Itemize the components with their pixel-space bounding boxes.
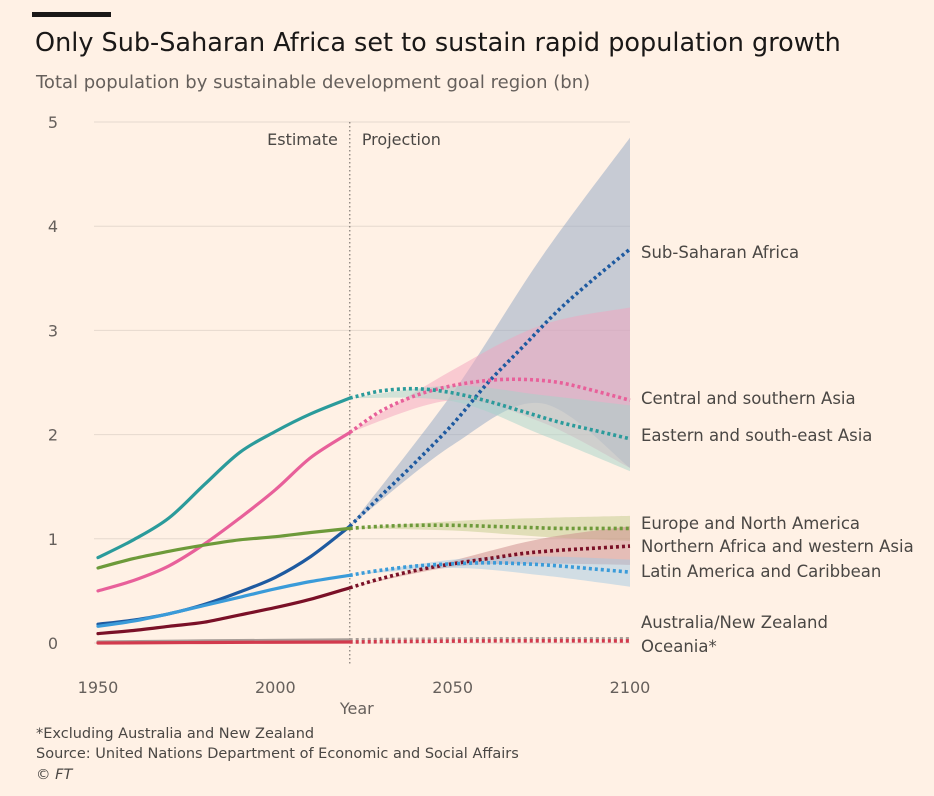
series-line-projection xyxy=(348,247,632,528)
footnote: *Excluding Australia and New Zealand xyxy=(36,726,315,742)
series-line-estimate xyxy=(96,640,352,645)
uncertainty-band xyxy=(349,515,630,541)
series-label: Eastern and south-east Asia xyxy=(641,426,872,445)
copyright: © FT xyxy=(36,767,73,783)
x-tick-label: 2000 xyxy=(255,678,296,697)
y-tick-label: 4 xyxy=(48,217,58,236)
series-line-estimate xyxy=(96,396,352,560)
series-line-projection xyxy=(349,560,631,578)
projection-label: Projection xyxy=(362,130,441,149)
ft-top-bar xyxy=(32,12,111,17)
uncertainty-band xyxy=(349,385,630,472)
series-label: Australia/New Zealand xyxy=(641,613,828,632)
x-tick-label: 2050 xyxy=(432,678,473,697)
series-line-projection xyxy=(349,386,631,441)
series-label: Oceania* xyxy=(641,637,717,656)
y-tick-label: 1 xyxy=(48,530,58,549)
y-tick-label: 2 xyxy=(48,426,58,445)
series-label: Sub-Saharan Africa xyxy=(641,243,799,262)
source-note: Source: United Nations Department of Eco… xyxy=(36,746,519,762)
y-tick-label: 0 xyxy=(48,634,58,653)
uncertainty-band xyxy=(349,137,630,527)
series-line-estimate xyxy=(96,573,352,628)
chart-subtitle: Total population by sustainable developm… xyxy=(36,72,591,93)
uncertainty-band xyxy=(349,556,630,587)
series-line-estimate xyxy=(96,586,352,636)
series-label: Central and southern Asia xyxy=(641,389,856,408)
series-label: Latin America and Caribbean xyxy=(641,562,881,581)
x-tick-label: 2100 xyxy=(610,678,651,697)
x-axis-label: Year xyxy=(339,699,374,718)
series-label: Europe and North America xyxy=(641,514,860,533)
x-tick-label: 1950 xyxy=(78,678,119,697)
series-line-projection xyxy=(348,377,631,434)
series-line-projection xyxy=(349,523,630,531)
y-tick-label: 3 xyxy=(48,321,58,340)
series-line-projection xyxy=(349,544,631,590)
series-line-projection xyxy=(349,639,631,644)
estimate-label: Estimate xyxy=(267,130,338,149)
series-label: Northern Africa and western Asia xyxy=(641,537,914,556)
series-line-projection xyxy=(349,636,631,642)
y-tick-label: 5 xyxy=(48,113,58,132)
series-line-estimate xyxy=(96,526,352,570)
chart-title: Only Sub-Saharan Africa set to sustain r… xyxy=(35,28,841,58)
uncertainty-band xyxy=(349,526,630,588)
series-line-estimate xyxy=(96,430,352,593)
